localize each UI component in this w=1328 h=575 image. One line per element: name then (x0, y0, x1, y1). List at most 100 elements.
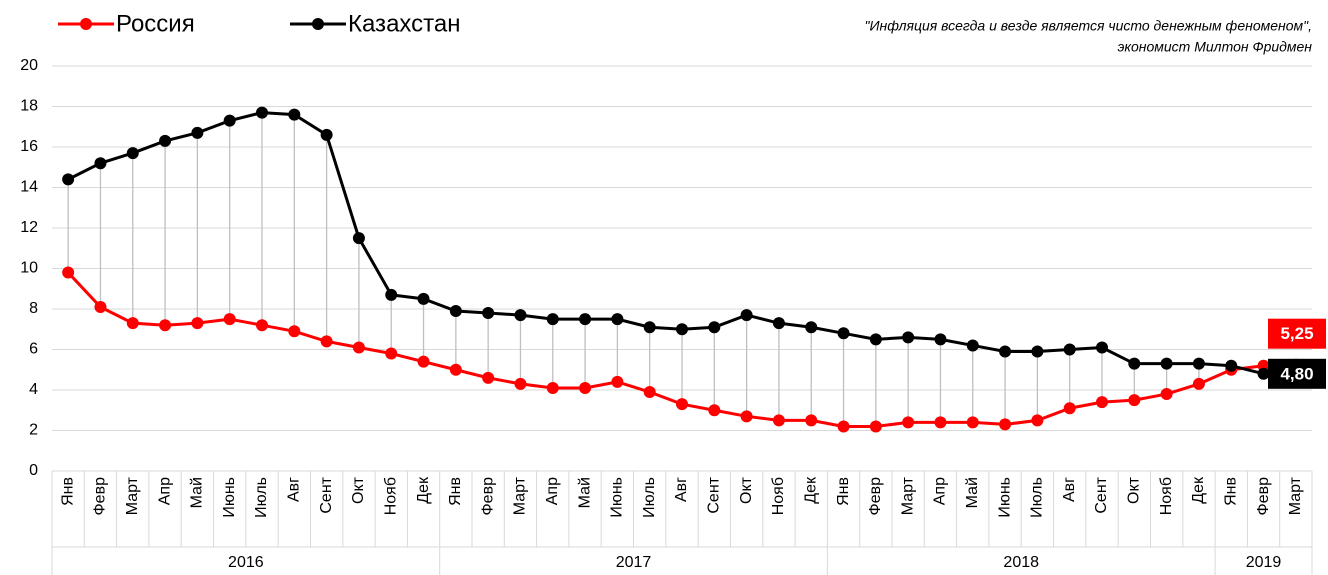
x-tick-label: Окт (1126, 476, 1143, 504)
x-tick-label: Дек (802, 476, 819, 504)
x-tick-label: Май (964, 477, 981, 508)
point (256, 106, 268, 119)
point (1257, 367, 1270, 380)
y-tick-label: 8 (29, 300, 38, 317)
point (934, 416, 947, 429)
point (126, 147, 139, 160)
point (62, 266, 75, 279)
point (1063, 343, 1076, 356)
point (288, 108, 301, 121)
x-tick-label: Май (189, 477, 206, 508)
x-tick-label: Март (899, 476, 916, 515)
point (740, 410, 753, 423)
x-tick-label: Янв (1222, 477, 1239, 506)
point (1063, 402, 1076, 415)
point (191, 317, 204, 330)
x-tick-label: Июль (253, 477, 270, 518)
x-tick-label: Нояб (1158, 477, 1175, 515)
legend-marker (312, 18, 324, 30)
point (385, 288, 398, 301)
point (1192, 377, 1205, 390)
y-tick-label: 10 (20, 260, 38, 277)
x-tick-label: Дек (415, 476, 432, 504)
y-tick-label: 14 (20, 179, 38, 196)
x-tick-label: Февр (92, 477, 109, 516)
point (805, 414, 818, 427)
point (449, 363, 462, 376)
x-tick-label: Июнь (609, 477, 626, 518)
point (546, 313, 559, 326)
point (320, 128, 333, 141)
x-tick-label: Сент (318, 476, 335, 513)
point (805, 321, 818, 334)
point (1160, 388, 1173, 401)
point (191, 126, 204, 139)
point (482, 307, 495, 320)
point (837, 327, 850, 340)
y-tick-label: 12 (20, 219, 38, 236)
quote-line: экономист Милтон Фридмен (1118, 39, 1313, 55)
x-tick-label: Нояб (770, 477, 787, 515)
point (223, 313, 236, 326)
x-tick-label: Февр (867, 477, 884, 516)
point (708, 321, 721, 334)
point (94, 300, 107, 313)
point (288, 325, 301, 338)
y-tick-label: 6 (29, 341, 38, 358)
point (1096, 341, 1108, 354)
legend-marker (80, 18, 92, 30)
point (546, 381, 559, 394)
point (1031, 414, 1044, 427)
x-tick-label: Апр (544, 477, 561, 505)
point (1128, 357, 1141, 370)
x-tick-label: Июнь (221, 477, 238, 518)
point (159, 134, 172, 147)
x-tick-label: Нояб (382, 477, 399, 515)
point (676, 323, 688, 336)
quote-line: "Инфляция всегда и везде является чисто … (865, 18, 1312, 34)
value-label-box (1268, 358, 1326, 389)
point (869, 420, 882, 433)
point (126, 317, 139, 330)
point (740, 309, 753, 322)
point (869, 333, 882, 346)
x-tick-label: Март (512, 476, 529, 515)
point (611, 375, 624, 388)
point (320, 335, 333, 348)
point (676, 398, 688, 411)
legend-label: Казахстан (348, 10, 460, 37)
year-label: 2016 (228, 554, 264, 571)
point (579, 381, 592, 394)
x-tick-label: Февр (479, 477, 496, 516)
point (837, 420, 850, 433)
point (514, 377, 527, 390)
point (1128, 394, 1141, 407)
x-tick-label: Июль (1029, 477, 1046, 518)
x-tick-label: Сент (1093, 476, 1110, 513)
point (514, 309, 527, 322)
point (256, 319, 268, 332)
point (643, 386, 656, 399)
x-tick-label: Апр (932, 477, 949, 505)
legend-label: Россия (116, 10, 195, 37)
x-tick-label: Июнь (996, 477, 1013, 518)
year-label: 2017 (616, 554, 652, 571)
point (1225, 359, 1238, 372)
x-tick-label: Янв (59, 477, 76, 506)
value-label-box (1268, 318, 1326, 349)
x-tick-label: Окт (738, 476, 755, 504)
point (417, 355, 430, 368)
point (772, 317, 785, 330)
x-tick-label: Янв (447, 477, 464, 506)
x-tick-label: Авг (1061, 477, 1078, 502)
point (223, 114, 236, 127)
point (385, 347, 398, 360)
y-tick-label: 4 (29, 381, 38, 398)
point (1160, 357, 1173, 370)
point (579, 313, 592, 326)
year-label: 2018 (1003, 554, 1039, 571)
point (966, 339, 979, 352)
x-tick-label: Март (1287, 476, 1304, 515)
